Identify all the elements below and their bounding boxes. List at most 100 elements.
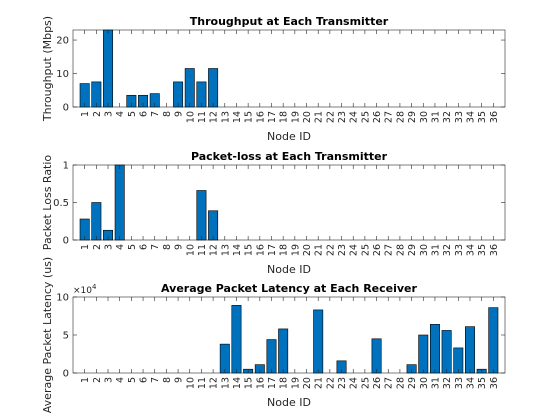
bar-node-31	[429, 324, 440, 374]
x-tick-label: 14	[232, 377, 243, 389]
x-tick-label: 27	[384, 377, 395, 389]
x-tick-label: 36	[489, 244, 500, 256]
x-tick-label: 32	[442, 377, 453, 389]
x-tick-label: 6	[139, 244, 150, 250]
x-tick-label: 35	[477, 111, 488, 123]
x-tick-label: 21	[314, 377, 325, 389]
x-tick-label: 24	[349, 111, 360, 123]
x-tick-label: 4	[115, 244, 126, 250]
bar-node-18	[278, 328, 289, 374]
x-tick-label: 30	[419, 111, 430, 123]
x-tick-label: 25	[360, 244, 371, 256]
x-tick-label: 7	[150, 244, 161, 250]
x-tick-label: 2	[92, 377, 103, 383]
x-tick-label: 2	[92, 244, 103, 250]
x-tick-label: 17	[267, 244, 278, 256]
x-tick-label: 26	[372, 244, 383, 256]
x-tick-label: 29	[407, 111, 418, 123]
x-tick-label: 22	[325, 111, 336, 123]
x-tick-label: 1	[80, 244, 91, 250]
x-tick-label: 28	[395, 377, 406, 389]
x-tick-label: 29	[407, 244, 418, 256]
x-tick-label: 1	[80, 377, 91, 383]
x-tick-label: 15	[244, 377, 255, 389]
x-tick-label: 26	[372, 377, 383, 389]
x-tick-label: 19	[290, 111, 301, 123]
x-tick-label: 6	[139, 111, 150, 117]
x-tick-label: 12	[209, 244, 220, 256]
x-tick-label: 24	[349, 377, 360, 389]
chart-title: Throughput at Each Transmitter	[190, 15, 389, 28]
y-axis-label: Throughput (Mbps)	[41, 16, 54, 122]
bar-node-30	[418, 334, 429, 374]
bar-node-36	[488, 307, 499, 374]
x-tick-label: 23	[337, 377, 348, 389]
x-tick-label: 13	[220, 111, 231, 123]
x-tick-label: 23	[337, 244, 348, 256]
y-tick-label: 10	[56, 293, 69, 304]
x-axis-label: Node ID	[267, 396, 311, 409]
y-tick-label: 0	[63, 236, 69, 247]
x-tick-label: 33	[454, 377, 465, 389]
x-tick-label: 31	[430, 244, 441, 256]
x-tick-label: 26	[372, 111, 383, 123]
x-tick-label: 4	[115, 111, 126, 117]
x-tick-label: 4	[115, 377, 126, 383]
bar-node-34	[465, 326, 475, 374]
x-tick-label: 34	[465, 111, 476, 123]
bar-node-11	[196, 190, 207, 241]
x-tick-label: 11	[197, 377, 208, 389]
x-tick-label: 12	[209, 111, 220, 123]
x-tick-label: 28	[395, 244, 406, 256]
x-tick-label: 34	[465, 377, 476, 389]
x-tick-label: 35	[477, 377, 488, 389]
bar-node-12	[208, 210, 219, 241]
x-tick-label: 16	[255, 244, 266, 256]
x-tick-label: 5	[127, 377, 138, 383]
bar-node-13	[219, 343, 230, 374]
bar-node-17	[266, 339, 277, 374]
x-tick-label: 18	[279, 111, 290, 123]
bar-node-2	[91, 202, 102, 241]
x-tick-label: 36	[489, 377, 500, 389]
x-tick-label: 28	[395, 111, 406, 123]
x-tick-label: 5	[127, 111, 138, 117]
bar-node-12	[208, 68, 219, 108]
x-tick-label: 25	[360, 377, 371, 389]
x-tick-label: 8	[162, 244, 173, 250]
x-tick-label: 20	[302, 244, 313, 256]
x-tick-label: 9	[174, 111, 185, 117]
y-exponent-label: ×104	[73, 283, 97, 296]
x-tick-label: 33	[454, 111, 465, 123]
bar-node-10	[184, 68, 195, 108]
x-tick-label: 13	[220, 377, 231, 389]
y-tick-label: 0	[63, 369, 69, 380]
x-tick-label: 15	[244, 244, 255, 256]
x-tick-label: 7	[150, 111, 161, 117]
y-tick-label: 20	[56, 36, 69, 47]
x-tick-label: 31	[430, 111, 441, 123]
x-tick-label: 13	[220, 244, 231, 256]
x-tick-label: 6	[139, 377, 150, 383]
y-tick-label: 1	[63, 161, 69, 172]
y-axis-label: Packet Loss Ratio	[41, 155, 54, 251]
x-tick-label: 32	[442, 244, 453, 256]
bar-node-32	[441, 330, 452, 374]
x-tick-label: 10	[185, 377, 196, 389]
x-tick-label: 30	[419, 377, 430, 389]
x-tick-label: 10	[185, 244, 196, 256]
x-tick-label: 24	[349, 244, 360, 256]
bar-node-14	[231, 305, 242, 374]
x-tick-label: 27	[384, 244, 395, 256]
x-tick-label: 19	[290, 377, 301, 389]
x-tick-label: 32	[442, 111, 453, 123]
y-tick-label: 0	[63, 103, 69, 114]
axes-box	[72, 29, 506, 108]
chart-title: Packet-loss at Each Transmitter	[191, 150, 388, 163]
x-tick-label: 3	[104, 111, 115, 117]
x-tick-label: 2	[92, 111, 103, 117]
x-tick-label: 25	[360, 111, 371, 123]
x-tick-label: 17	[267, 111, 278, 123]
x-tick-label: 35	[477, 244, 488, 256]
